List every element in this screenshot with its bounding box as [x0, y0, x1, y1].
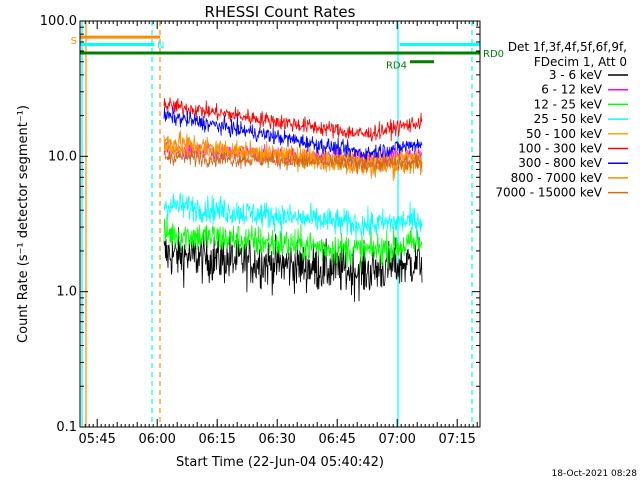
- legend-label-4: 50 - 100 keV: [526, 127, 603, 141]
- x-tick-label-2: 06:15: [198, 432, 235, 447]
- legend-header-1: FDecim 1, Att 0: [534, 55, 627, 69]
- legend-label-1: 6 - 12 keV: [541, 83, 603, 97]
- attenuator-label-1: N: [157, 41, 164, 52]
- date-stamp: 18-Oct-2021 08:28: [552, 469, 638, 479]
- legend-label-2: 12 - 25 keV: [534, 97, 603, 111]
- legend-label-8: 7000 - 15000 keV: [495, 186, 602, 200]
- x-axis-label: Start Time (22-Jun-04 05:40:42): [176, 455, 384, 470]
- legend-label-0: 3 - 6 keV: [549, 68, 603, 82]
- y-tick-label-2: 10.0: [48, 149, 77, 164]
- x-axis-ticks: 05:45 06:00 06:15 06:30 06:45 07:00 07:15: [78, 21, 478, 447]
- y-tick-label-0: 0.1: [56, 420, 77, 435]
- attenuator-label-0: S: [71, 36, 77, 47]
- legend-label-3: 25 - 50 keV: [534, 112, 603, 126]
- series-line-3: [163, 192, 423, 242]
- x-tick-label-4: 06:45: [318, 432, 355, 447]
- y-axis-ticks: 0.1 1.0 10.0 100.0: [40, 14, 480, 435]
- attenuator-label-3: RD0: [483, 49, 504, 60]
- legend-label-6: 300 - 800 keV: [518, 156, 602, 170]
- legend: Det 1f,3f,4f,5f,6f,9f,FDecim 1, Att 03 -…: [495, 40, 628, 200]
- x-tick-label-5: 07:00: [378, 432, 415, 447]
- y-tick-label-3: 100.0: [40, 14, 77, 29]
- series-line-5: [163, 97, 423, 142]
- y-axis-label: Count Rate (s⁻¹ detector segment⁻¹): [16, 105, 31, 343]
- x-tick-label-1: 06:00: [138, 432, 175, 447]
- x-tick-label-3: 06:30: [258, 432, 295, 447]
- attenuator-label-4: RD4: [386, 61, 407, 72]
- y-tick-label-1: 1.0: [56, 285, 77, 300]
- series-line-8: [163, 148, 423, 175]
- series-line-0: [163, 227, 423, 302]
- legend-label-7: 800 - 7000 keV: [511, 171, 603, 185]
- x-tick-label-6: 07:15: [438, 432, 475, 447]
- attenuator-bars: S N RD0 RD4: [71, 35, 504, 72]
- legend-label-5: 100 - 300 keV: [518, 142, 602, 156]
- series-line-6: [163, 107, 423, 165]
- series-line-2: [163, 215, 423, 273]
- vertical-markers: [81, 21, 473, 427]
- plot-frame: [79, 20, 481, 428]
- series-lines: [163, 97, 423, 302]
- chart-title: RHESSI Count Rates: [205, 3, 356, 21]
- x-tick-label-0: 05:45: [78, 432, 115, 447]
- legend-header-0: Det 1f,3f,4f,5f,6f,9f,: [508, 40, 627, 54]
